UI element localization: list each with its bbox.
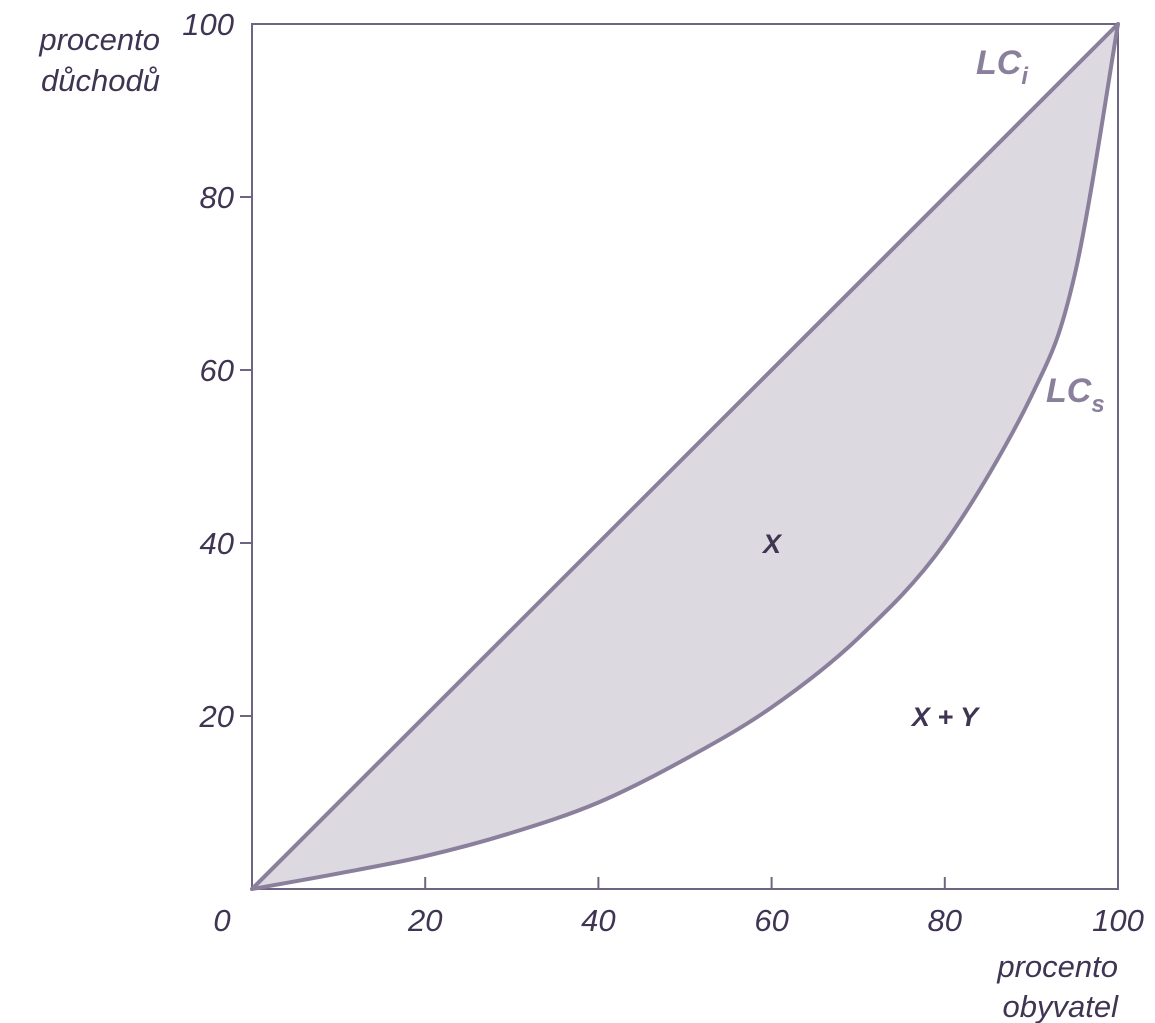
series-lines — [250, 22, 1120, 891]
series-label-lcs: LCs — [1046, 372, 1105, 418]
x-tick-label: 80 — [928, 903, 962, 938]
series-label-lcs-sub: s — [1091, 391, 1104, 418]
region-label-x-plus-y: X + Y — [910, 702, 981, 732]
series-label-lci-sub: i — [1021, 63, 1029, 90]
plot-border — [251, 23, 1119, 890]
x-tick-label: 0 — [213, 903, 230, 938]
series-line-lci — [250, 22, 1120, 891]
y-tick-label: 40 — [200, 526, 234, 561]
x-axis-title-line-2: obyvatel — [1003, 989, 1120, 1023]
y-axis-title-line-1: procento — [38, 22, 160, 57]
y-tick-label: 20 — [199, 699, 234, 734]
series-line-lcs — [250, 22, 1120, 891]
region-label-x: X — [761, 529, 783, 559]
x-tick-label: 20 — [407, 903, 442, 938]
x-tick-label: 40 — [581, 903, 615, 938]
series-label-lci-main: LC — [976, 44, 1022, 82]
x-axis-title-line-1: procento — [996, 949, 1118, 984]
series-label-lcs-main: LC — [1046, 372, 1092, 410]
x-tick-label: 60 — [754, 903, 788, 938]
axis-ticks: 0 20 40 60 80 100 20 40 60 80 100 — [182, 7, 1144, 938]
y-tick-label: 80 — [200, 180, 234, 215]
x-tick-label: 100 — [1092, 903, 1144, 938]
y-axis-title-line-2: důchodů — [41, 63, 160, 98]
series-label-lci: LCi — [976, 44, 1029, 90]
y-tick-label: 60 — [200, 353, 234, 388]
plot-frame — [251, 23, 1119, 890]
y-tick-label: 100 — [182, 7, 234, 42]
